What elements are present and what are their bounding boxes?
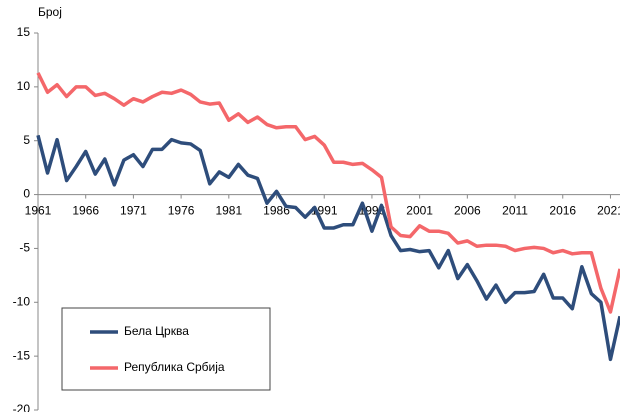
x-tick-label: 2021 [597, 204, 620, 218]
y-tick-label: -10 [13, 294, 31, 308]
y-tick-label: -15 [13, 348, 31, 362]
x-tick-label: 1966 [72, 204, 99, 218]
x-tick-label: 1986 [263, 204, 290, 218]
legend-label: Бела Црква [124, 324, 189, 338]
y-tick-label: -5 [19, 241, 30, 255]
x-tick-label: 2006 [454, 204, 481, 218]
x-tick-label: 2001 [406, 204, 433, 218]
series-line [36, 134, 620, 362]
legend-label: Република Србија [124, 360, 225, 374]
x-tick-label: 1976 [168, 204, 195, 218]
x-tick-label: 1961 [25, 204, 52, 218]
x-tick-label: 1971 [120, 204, 147, 218]
y-tick-label: 10 [17, 79, 31, 93]
series-line [36, 72, 620, 314]
x-tick-label: 2016 [549, 204, 576, 218]
x-tick-label: 2011 [502, 204, 528, 218]
y-tick-label: 5 [23, 133, 30, 147]
y-axis-label: Број [38, 5, 62, 19]
legend-box [61, 307, 271, 391]
y-tick-label: -20 [13, 402, 31, 412]
x-tick-label: 1981 [215, 204, 242, 218]
y-tick-label: 15 [17, 25, 31, 39]
y-tick-label: 0 [23, 187, 30, 201]
